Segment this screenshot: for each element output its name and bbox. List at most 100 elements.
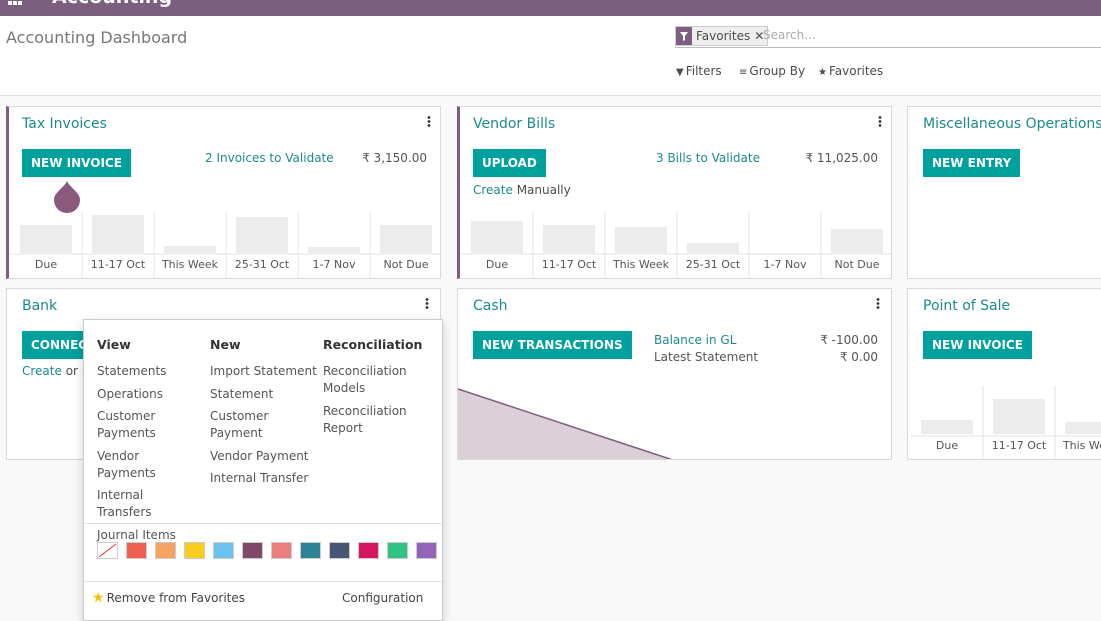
menu-item[interactable]: Customer Payments bbox=[97, 409, 156, 440]
journal-card: Cash NEW TRANSACTIONS Balance in GL ₹ -100.… bbox=[457, 288, 892, 460]
color-swatch[interactable] bbox=[416, 542, 437, 559]
option-label: Group By bbox=[749, 64, 806, 78]
search-option-button[interactable]: ≡ Group By bbox=[739, 64, 805, 78]
journal-card: Point of Sale NEW INVOICE Due 11-17 Oct This… bbox=[907, 288, 1101, 460]
card-title[interactable]: Cash bbox=[473, 298, 508, 314]
x-tick-label: This Week bbox=[612, 258, 670, 271]
x-tick-label: This Week bbox=[161, 258, 219, 271]
balance-amount: ₹ -100.00 bbox=[820, 333, 878, 347]
x-tick-label: 11-17 Oct bbox=[542, 258, 597, 271]
option-label: Favorites bbox=[828, 64, 884, 78]
bar bbox=[831, 229, 883, 253]
primary-button[interactable]: UPLOAD bbox=[473, 149, 546, 177]
primary-button[interactable]: NEW ENTRY bbox=[923, 149, 1021, 177]
card-title[interactable]: Vendor Bills bbox=[473, 116, 556, 132]
primary-button[interactable]: NEW TRANSACTIONS bbox=[473, 331, 632, 359]
bar bbox=[308, 247, 360, 253]
menu-item[interactable]: Reconciliation Report bbox=[323, 403, 407, 435]
x-tick-label: Not Due bbox=[384, 258, 429, 271]
remove-label: Remove from Favorites bbox=[106, 591, 246, 605]
x-tick-label: Not Due bbox=[835, 258, 880, 271]
card-menu[interactable] bbox=[427, 116, 431, 128]
primary-button[interactable]: NEW INVOICE bbox=[923, 331, 1032, 359]
amount: ₹ 11,025.00 bbox=[805, 151, 878, 165]
menu-dot bbox=[425, 306, 429, 309]
color-swatch[interactable] bbox=[329, 542, 350, 559]
card-menu[interactable] bbox=[878, 116, 882, 128]
menu-item[interactable]: Internal Transfer bbox=[210, 471, 309, 485]
graph-line bbox=[458, 388, 673, 459]
card-title[interactable]: Tax Invoices bbox=[22, 116, 107, 132]
x-tick-label: This Week bbox=[1062, 439, 1101, 452]
color-swatch[interactable] bbox=[271, 542, 292, 559]
card-title[interactable]: Point of Sale bbox=[923, 298, 1011, 314]
card-menu[interactable] bbox=[425, 298, 429, 310]
star-icon: ★ bbox=[92, 590, 105, 606]
search-option-button[interactable]: ★ Favorites bbox=[818, 64, 883, 78]
color-swatch[interactable] bbox=[242, 542, 263, 559]
balance-label[interactable]: Balance in GL bbox=[654, 333, 737, 347]
menu-item[interactable]: Statements bbox=[97, 364, 167, 378]
x-tick-label: 1-7 Nov bbox=[764, 258, 807, 271]
color-swatch[interactable] bbox=[358, 542, 379, 559]
menu-item[interactable]: Operations bbox=[97, 386, 163, 401]
menu-item[interactable]: Vendor Payments bbox=[97, 448, 156, 480]
bar bbox=[687, 243, 739, 253]
option-label: Filters bbox=[685, 64, 722, 78]
color-swatch[interactable] bbox=[213, 542, 234, 559]
facet-remove[interactable]: ✕ bbox=[754, 29, 765, 43]
menu-dot bbox=[878, 120, 882, 123]
validate-link[interactable]: 2 Invoices to Validate bbox=[205, 151, 334, 165]
color-swatch[interactable] bbox=[126, 542, 147, 559]
primary-button[interactable]: NEW INVOICE bbox=[22, 149, 131, 177]
search-input[interactable]: Search... bbox=[763, 28, 816, 42]
cursor-drop bbox=[54, 181, 80, 213]
facet-label: Favorites bbox=[696, 29, 751, 43]
create-link[interactable]: Create bbox=[473, 183, 513, 197]
bar bbox=[1065, 422, 1101, 434]
validate-link[interactable]: 3 Bills to Validate bbox=[656, 151, 760, 165]
color-swatch[interactable] bbox=[387, 542, 408, 559]
card-menu[interactable] bbox=[876, 298, 880, 310]
remove-favorite[interactable]: ★ Remove from Favorites bbox=[92, 590, 245, 606]
menu-dot bbox=[425, 302, 429, 305]
color-swatch[interactable] bbox=[184, 542, 205, 559]
x-tick-label: Due bbox=[35, 258, 57, 271]
x-tick-label: Due bbox=[486, 258, 508, 271]
option-icon: ★ bbox=[818, 67, 827, 78]
create-link[interactable]: Create bbox=[22, 364, 62, 378]
journal-card: Vendor Bills UPLOAD 3 Bills to Validate ₹ 1… bbox=[457, 106, 892, 279]
bar bbox=[921, 420, 973, 434]
menu-item[interactable]: Internal Transfers bbox=[97, 488, 152, 519]
menu-dot bbox=[876, 306, 880, 309]
card-title[interactable]: Bank bbox=[22, 298, 58, 314]
bar bbox=[471, 221, 523, 253]
menu-item[interactable]: Statement bbox=[210, 386, 274, 401]
menu-heading: View bbox=[97, 337, 131, 352]
journal-card: Tax Invoices NEW INVOICE 2 Invoices to Val… bbox=[6, 106, 441, 279]
balance-amount: ₹ 0.00 bbox=[839, 350, 878, 364]
balance-label: Latest Statement bbox=[654, 350, 759, 364]
journal-dropdown: View Statements Operations Customer Payment… bbox=[83, 319, 443, 621]
menu-dot bbox=[427, 120, 431, 123]
card-title[interactable]: Miscellaneous Operations bbox=[923, 116, 1101, 132]
menu-item[interactable]: Customer Payment bbox=[210, 409, 269, 440]
search-option-button[interactable]: ▼ Filters bbox=[676, 64, 722, 78]
journal-card: Miscellaneous Operations NEW ENTRY bbox=[907, 106, 1101, 279]
color-swatch[interactable] bbox=[300, 542, 321, 559]
x-tick-label: 1-7 Nov bbox=[313, 258, 356, 271]
menu-item[interactable]: Import Statement bbox=[210, 364, 317, 378]
menu-item[interactable]: Journal Items bbox=[97, 527, 176, 542]
menu-dot bbox=[878, 116, 882, 119]
color-swatch[interactable] bbox=[155, 542, 176, 559]
apps-icon[interactable] bbox=[8, 0, 22, 6]
menu-item[interactable]: Vendor Payment bbox=[210, 448, 309, 463]
color-swatch[interactable] bbox=[97, 542, 118, 559]
menu-heading: Reconciliation bbox=[323, 337, 423, 352]
menu-item[interactable]: Reconciliation Models bbox=[323, 364, 407, 395]
configuration-link[interactable]: Configuration bbox=[342, 591, 424, 605]
app-name[interactable]: Accounting bbox=[52, 0, 172, 8]
search-facet[interactable]: Favorites ✕ bbox=[675, 26, 769, 46]
amount: ₹ 3,150.00 bbox=[362, 151, 427, 165]
